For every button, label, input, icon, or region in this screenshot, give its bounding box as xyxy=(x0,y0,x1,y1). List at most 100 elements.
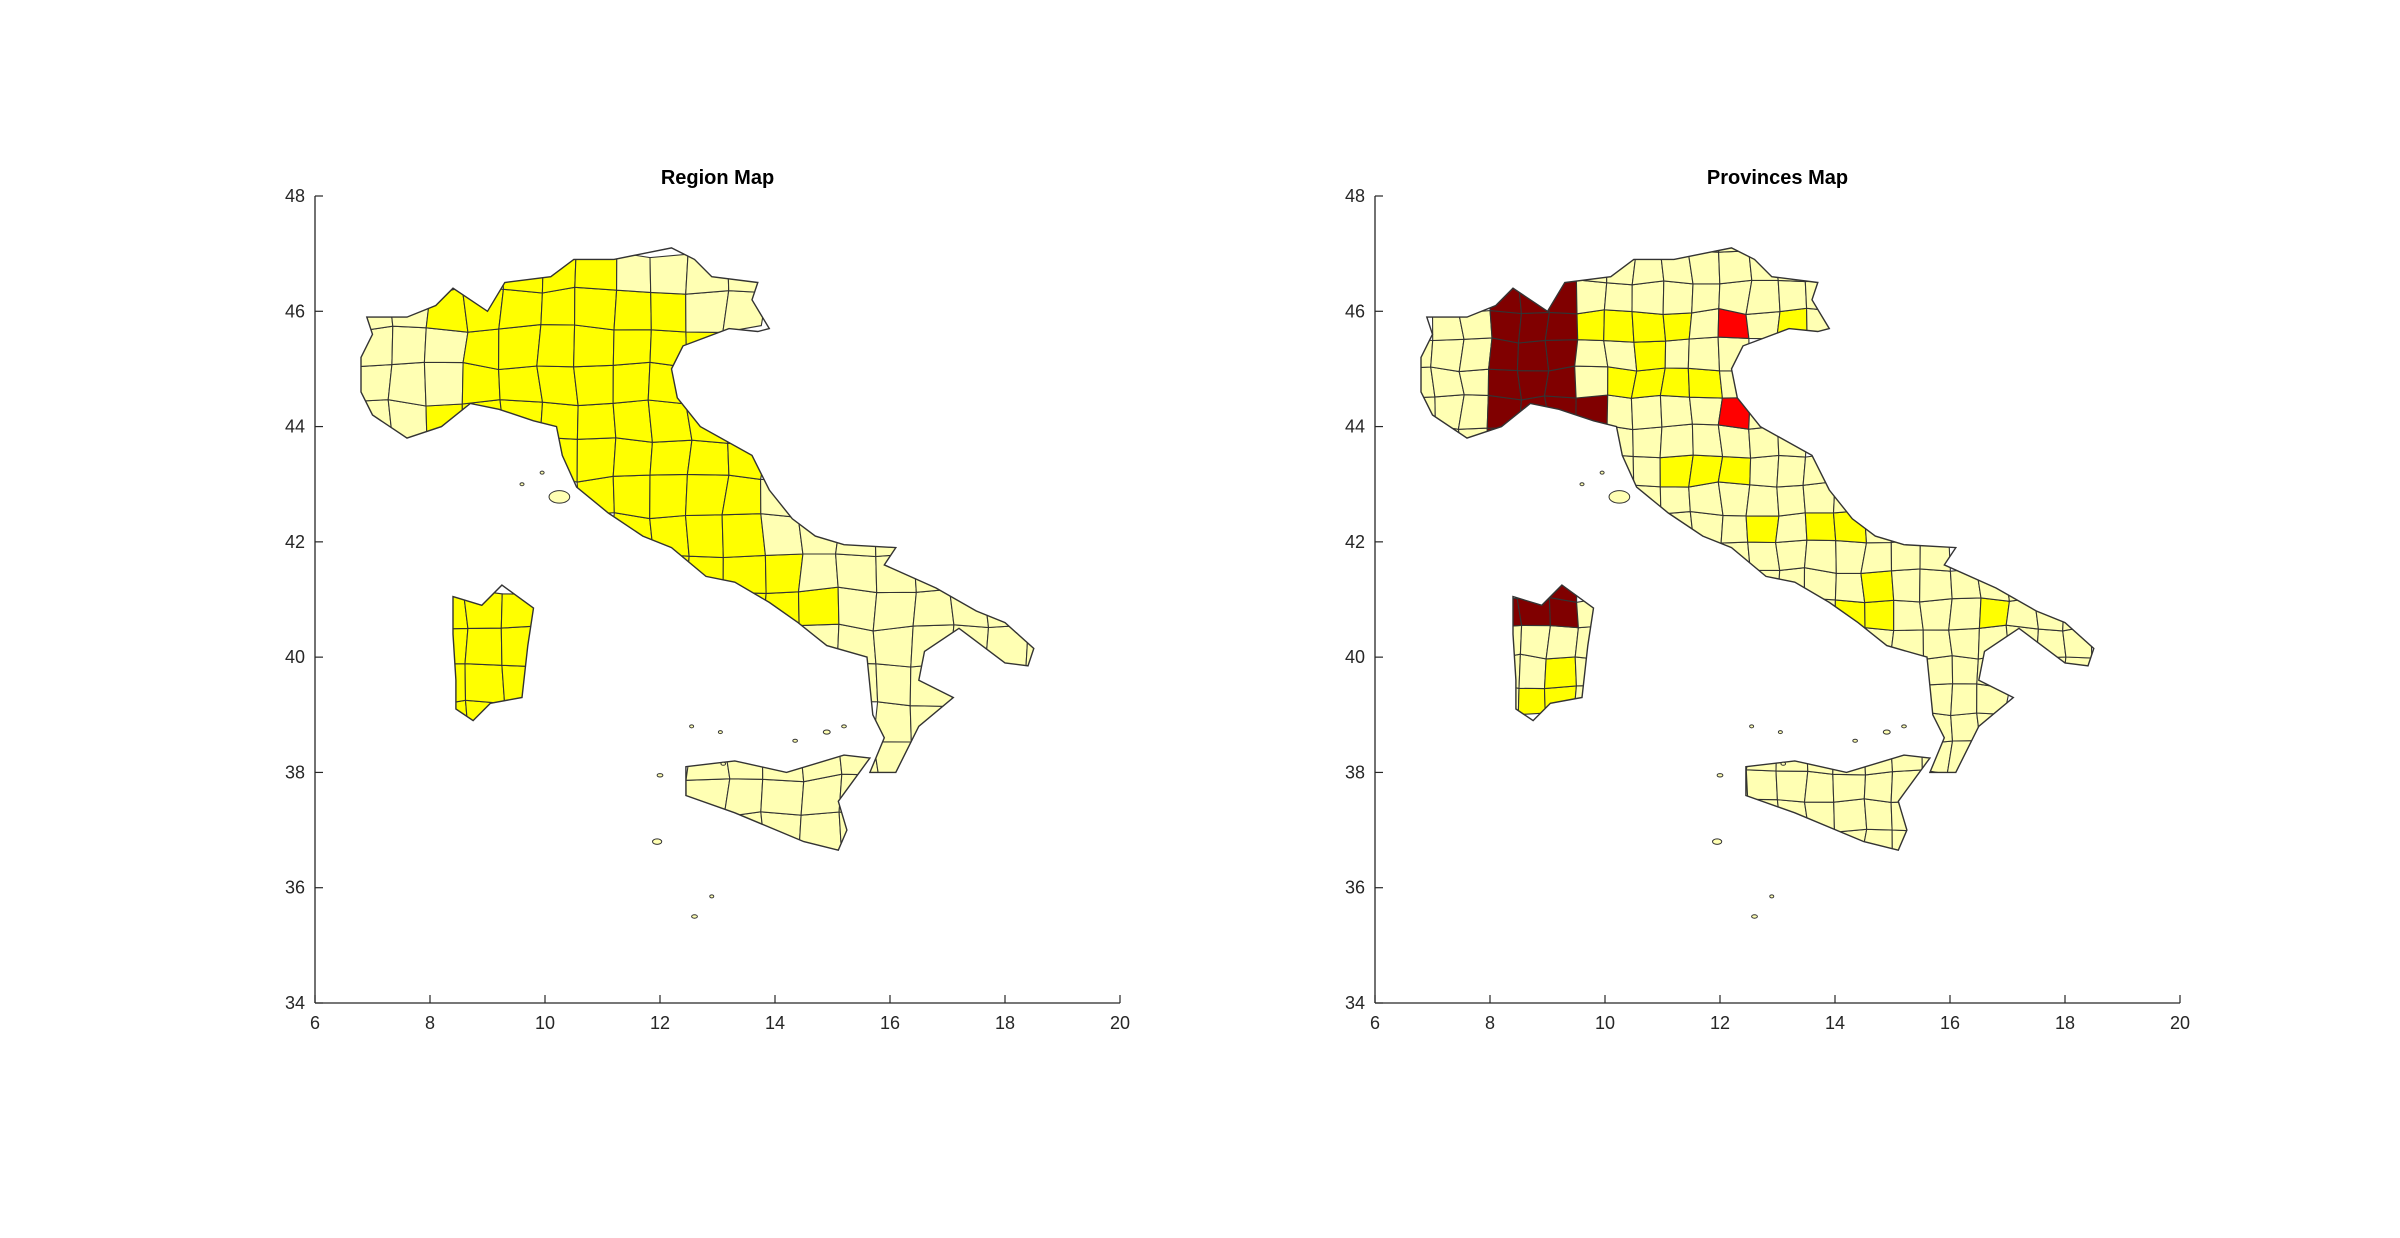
provinces-map-area xyxy=(1659,367,1691,398)
provinces-map-area xyxy=(1777,567,1806,599)
region-map-area xyxy=(462,587,503,629)
region-map-area xyxy=(500,625,537,668)
provinces-map-area xyxy=(1948,597,1982,631)
region-map-area xyxy=(576,402,617,440)
provinces-map-area xyxy=(1775,770,1809,803)
y-tick-label: 40 xyxy=(285,647,305,667)
y-tick-label: 34 xyxy=(1345,993,1365,1013)
region-map-area xyxy=(387,361,427,407)
provinces-map-area xyxy=(1776,454,1807,488)
provinces-map-area xyxy=(1863,798,1893,831)
region-map-area xyxy=(574,286,618,331)
provinces-map-area xyxy=(1776,484,1806,517)
provinces-map-area xyxy=(1745,569,1781,602)
provinces-map-area xyxy=(1489,309,1523,344)
region-map-area xyxy=(722,290,768,334)
provinces-map-area xyxy=(1893,599,1924,632)
provinces-map-area xyxy=(1863,771,1894,804)
y-tick-label: 40 xyxy=(1345,647,1365,667)
region-map-area xyxy=(498,365,544,403)
provinces-map-area xyxy=(1890,800,1924,832)
region-map-area xyxy=(430,588,469,630)
provinces-map-area xyxy=(1632,426,1663,459)
provinces-map-area xyxy=(1632,484,1662,515)
region-map-area xyxy=(612,437,653,477)
island xyxy=(717,730,723,735)
provinces-map-area xyxy=(1803,597,1836,629)
mainland-outline xyxy=(1420,247,2095,774)
provinces-map-area xyxy=(1804,512,1837,542)
provinces-map-area xyxy=(1543,656,1577,690)
provinces-map-area xyxy=(1662,312,1693,342)
region-map-area xyxy=(872,701,912,743)
provinces-map-area xyxy=(1486,427,1521,455)
region-map-area xyxy=(612,399,654,443)
region-map-area xyxy=(837,586,878,632)
provinces-map-area xyxy=(1949,568,1982,600)
provinces-map-area xyxy=(1863,741,1894,776)
provinces-map-area xyxy=(1747,541,1781,571)
provinces-map-area xyxy=(1833,798,1868,833)
provinces-map-area xyxy=(1919,539,1951,572)
region-map-area xyxy=(721,513,767,559)
region-map-area xyxy=(499,399,544,442)
x-tick-label: 12 xyxy=(650,1013,670,1033)
island xyxy=(656,773,664,778)
provinces-map-area xyxy=(1802,480,1836,514)
x-tick-label: 16 xyxy=(1940,1013,1960,1033)
provinces-map-area xyxy=(1488,624,1523,661)
island xyxy=(1769,894,1775,899)
provinces-map-area xyxy=(1606,394,1634,431)
provinces-map-area xyxy=(1717,481,1751,517)
region-map-area xyxy=(948,588,990,629)
provinces-map-area xyxy=(1486,394,1523,429)
region-map-area xyxy=(423,361,464,407)
x-tick-label: 6 xyxy=(1370,1013,1380,1033)
provinces-map-area xyxy=(1745,279,1781,316)
region-map-area xyxy=(685,290,730,333)
provinces-map-area xyxy=(1430,338,1465,373)
region-map-area xyxy=(798,737,843,783)
region-map-area xyxy=(425,403,463,444)
provinces-map-area xyxy=(1431,307,1465,342)
sardinia-outline xyxy=(1512,584,1595,722)
provinces-map-area xyxy=(1573,684,1608,718)
region-map-area xyxy=(464,663,506,705)
island xyxy=(1901,724,1907,729)
region-map-area xyxy=(612,329,652,366)
provinces-map-area xyxy=(2036,628,2067,659)
y-tick-label: 42 xyxy=(285,532,305,552)
provinces-map-area xyxy=(1488,683,1520,716)
region-map-area xyxy=(686,439,730,476)
provinces-map-area xyxy=(1976,653,2011,690)
provinces-map-area xyxy=(1890,568,1921,603)
y-tick-label: 48 xyxy=(285,186,305,206)
provinces-map-area xyxy=(1918,683,1954,717)
provinces-map-area xyxy=(1717,424,1752,459)
region-map-area xyxy=(391,325,427,366)
provinces-map-area xyxy=(1688,307,1720,340)
provinces-map-area xyxy=(1691,283,1721,314)
provinces-map-area xyxy=(1891,829,1921,851)
provinces-map-area xyxy=(1631,253,1665,286)
region-map-area xyxy=(834,512,877,558)
provinces-map-area xyxy=(1631,310,1667,343)
region-map-area xyxy=(501,255,544,294)
provinces-map-area xyxy=(1803,539,1837,574)
provinces-map-area xyxy=(1717,397,1751,430)
provinces-map-area xyxy=(1834,599,1866,629)
provinces-map-area xyxy=(1662,280,1694,315)
region-map-area xyxy=(983,589,1030,629)
y-tick-label: 44 xyxy=(1345,417,1365,437)
provinces-map-area xyxy=(1978,597,2011,629)
region-map-area xyxy=(684,514,724,559)
sardinia-outline xyxy=(452,584,535,722)
provinces-map-area xyxy=(1745,310,1781,340)
provinces-map-area xyxy=(1805,741,1834,775)
region-map-area xyxy=(498,288,543,330)
provinces-map-area xyxy=(1747,798,1781,834)
region-map-area xyxy=(1025,624,1034,667)
provinces-map-area xyxy=(1574,339,1609,368)
region-map-area xyxy=(761,737,805,783)
